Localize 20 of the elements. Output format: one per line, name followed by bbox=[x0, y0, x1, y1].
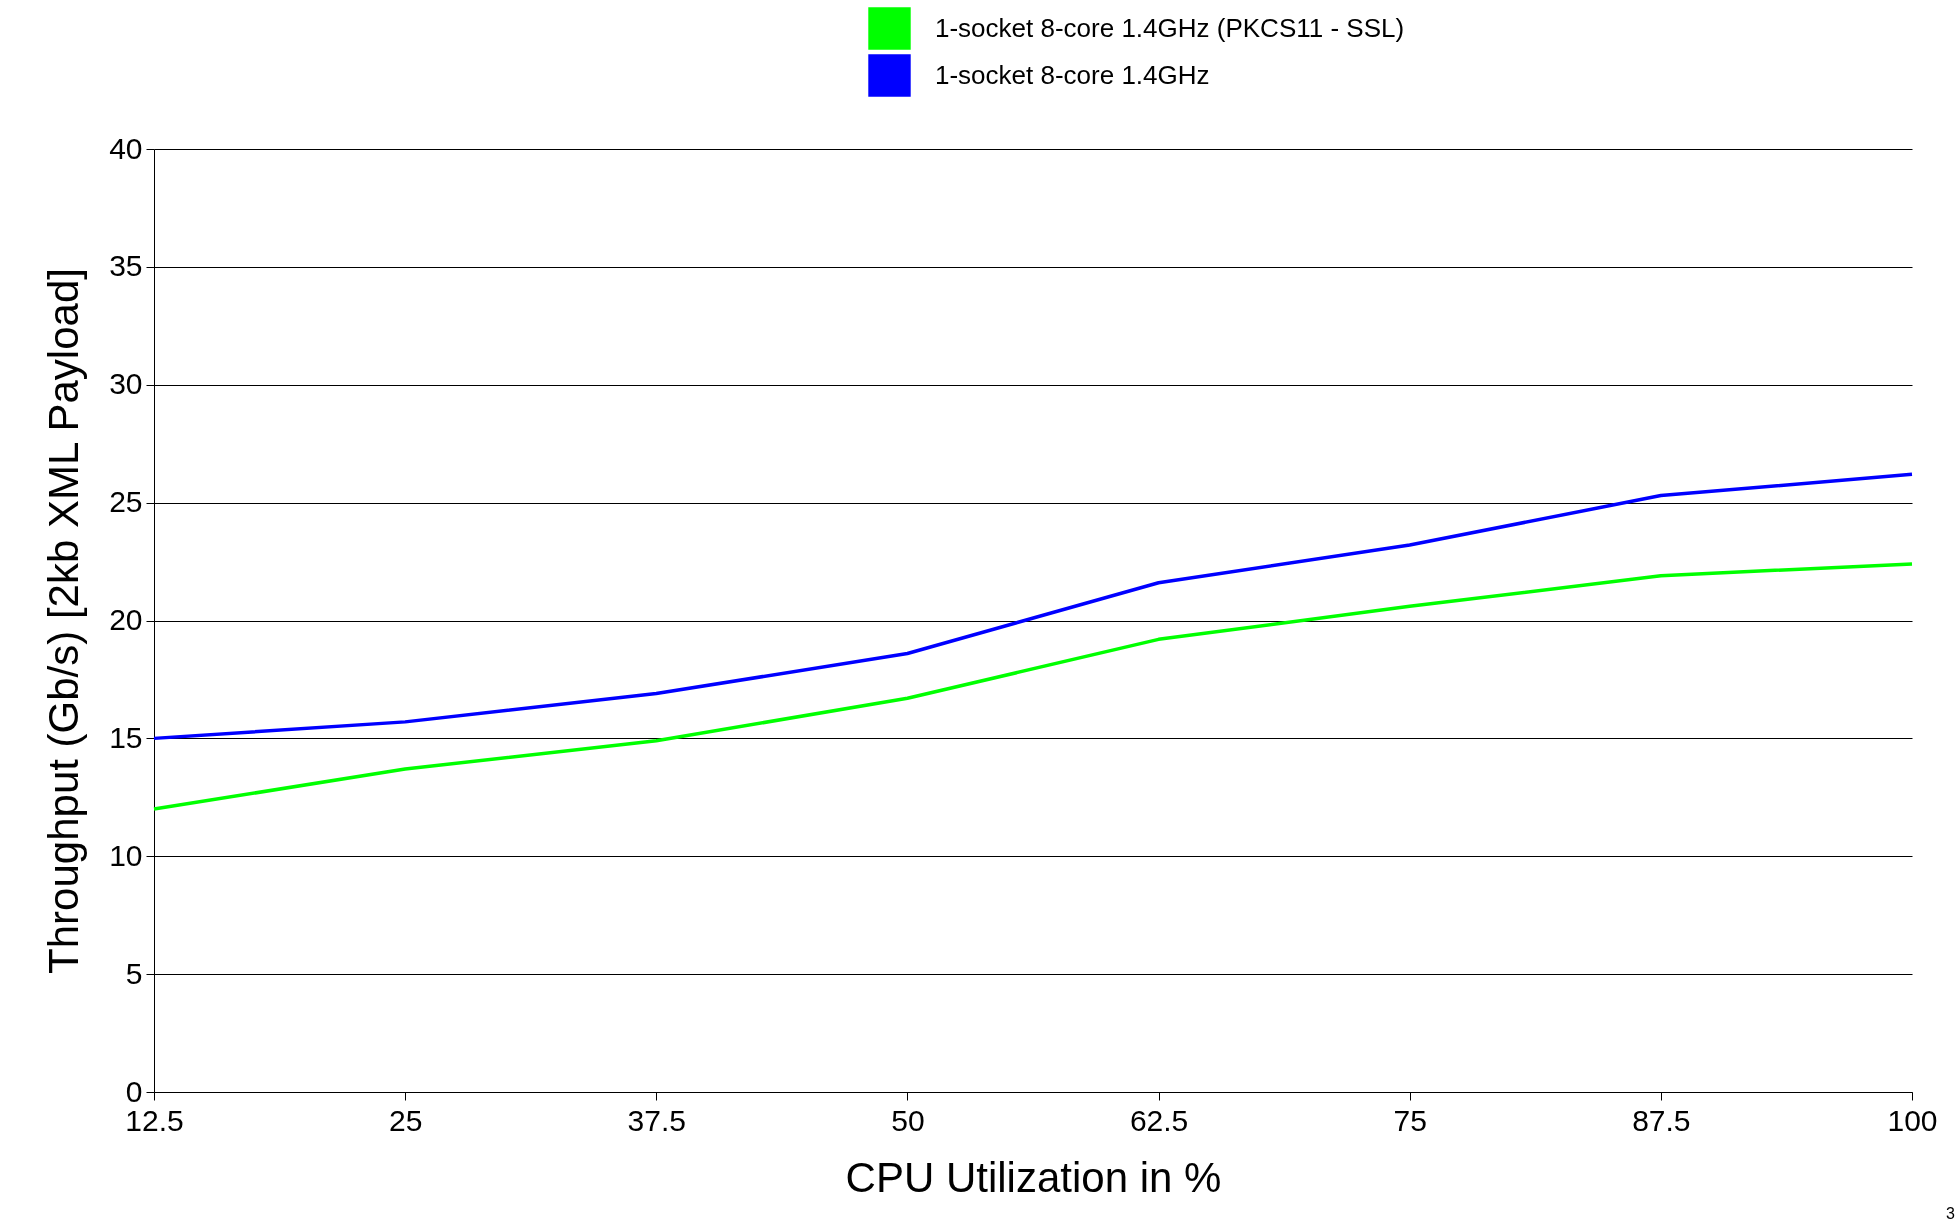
y-tick-label: 15 bbox=[109, 720, 143, 754]
x-tick-label: 37.5 bbox=[627, 1103, 686, 1137]
y-tick-label: 40 bbox=[109, 131, 143, 165]
x-tick-label: 25 bbox=[388, 1103, 423, 1137]
x-tick-label: 100 bbox=[1887, 1103, 1938, 1137]
y-tick-label: 25 bbox=[109, 485, 143, 519]
y-tick-label: 5 bbox=[125, 956, 143, 990]
x-tick-label: 62.5 bbox=[1129, 1103, 1189, 1137]
y-tick-label: 20 bbox=[109, 603, 143, 636]
y-tick-label: 10 bbox=[109, 838, 143, 872]
x-tick-label: 50 bbox=[891, 1103, 925, 1137]
x-tick-label: 87.5 bbox=[1632, 1103, 1691, 1137]
text: 3 bbox=[1946, 1205, 1955, 1223]
y-tick-label: 30 bbox=[109, 367, 143, 401]
y-tick-label: 35 bbox=[109, 249, 143, 283]
x-tick-label: 75 bbox=[1393, 1103, 1427, 1137]
legend-label: 1-socket 8-core 1.4GHz bbox=[935, 59, 1210, 90]
x-axis-title: CPU Utilization in % bbox=[845, 1153, 1222, 1201]
legend-label: 1-socket 8-core 1.4GHz (PKCS11 - SSL) bbox=[935, 12, 1405, 43]
y-axis-title: Throughput (Gb/s) [2kb XML Payload] bbox=[40, 268, 88, 974]
